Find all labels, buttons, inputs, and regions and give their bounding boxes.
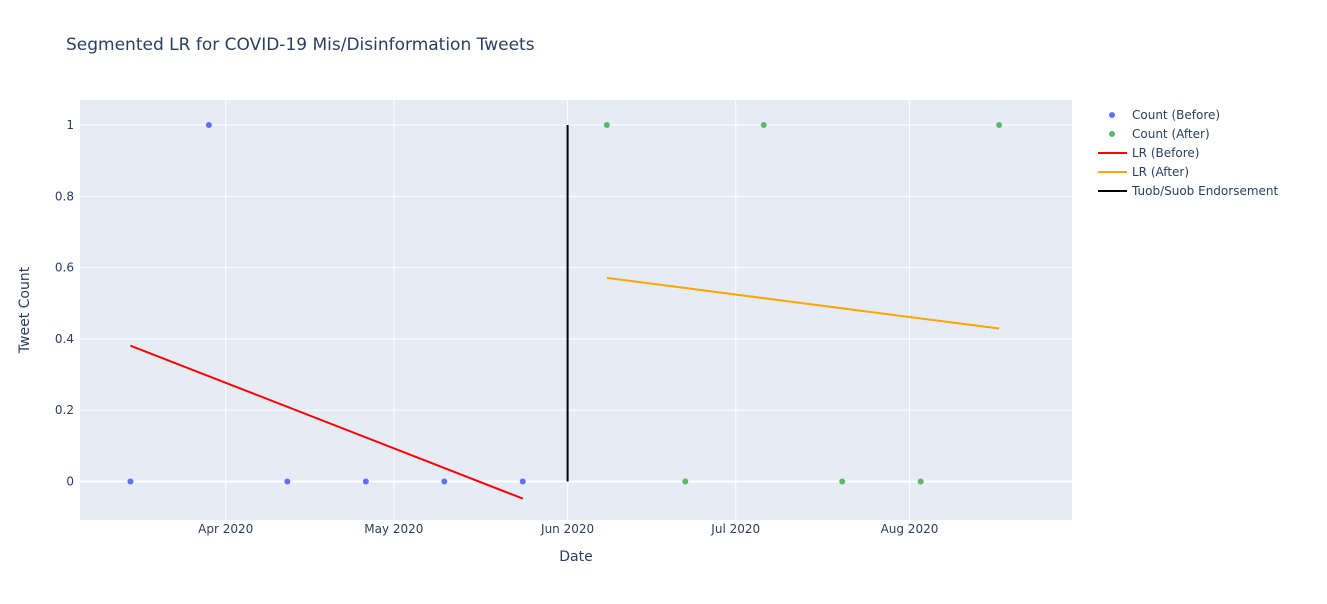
x-tick-label: May 2020: [364, 522, 423, 536]
data-point-count-before: [519, 478, 526, 485]
x-tick-label: Jun 2020: [540, 522, 594, 536]
legend-marker-count-before: [1109, 112, 1115, 118]
y-tick-label: 0.8: [55, 189, 74, 203]
data-point-count-before: [205, 121, 212, 128]
legend-marker-count-after: [1109, 131, 1115, 137]
data-point-count-after: [603, 121, 610, 128]
x-tick-label: Jul 2020: [710, 522, 760, 536]
legend-label-lr-before: LR (Before): [1132, 146, 1199, 160]
tick-labels: 0 0.2 0.4 0.6 0.8 1 Apr 2020 May 2020 Jun 2020 Ju…: [55, 118, 938, 536]
y-axis-title: Tweet Count: [17, 266, 33, 354]
y-tick-label: 0: [66, 474, 74, 488]
x-tick-label: Apr 2020: [198, 522, 253, 536]
plot-area: [80, 100, 1072, 520]
y-tick-label: 1: [66, 118, 74, 132]
grid-lines: [80, 100, 1072, 520]
data-point-count-after: [917, 478, 924, 485]
y-tick-label: 0.4: [55, 332, 74, 346]
data-point-count-before: [284, 478, 291, 485]
data-point-count-before: [127, 478, 134, 485]
series-line-lr-after: [606, 276, 1000, 330]
data-point-count-after: [682, 478, 689, 485]
x-tick-label: Aug 2020: [881, 522, 939, 536]
chart-title: Segmented LR for COVID-19 Mis/Disinforma…: [66, 35, 535, 55]
legend-label-count-before: Count (Before): [1132, 108, 1220, 122]
data-point-count-after: [839, 478, 846, 485]
legend: Count (Before) Count (After) LR (Before) LR…: [1098, 108, 1279, 198]
legend-label-count-after: Count (After): [1132, 127, 1210, 141]
series-line-lr-before: [130, 344, 524, 500]
x-axis-title: Date: [559, 549, 592, 565]
legend-label-tuob-suob-endorsement: Tuob/Suob Endorsement: [1131, 184, 1279, 198]
y-tick-label: 0.6: [55, 261, 74, 275]
data-point-count-after: [996, 121, 1003, 128]
data-layer: [127, 121, 1003, 500]
data-point-count-before: [362, 478, 369, 485]
legend-label-lr-after: LR (After): [1132, 165, 1189, 179]
data-point-count-after: [760, 121, 767, 128]
y-tick-label: 0.2: [55, 403, 74, 417]
data-point-count-before: [441, 478, 448, 485]
